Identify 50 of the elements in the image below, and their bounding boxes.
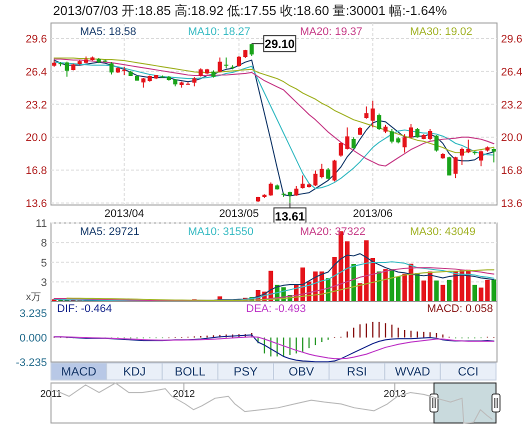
x-tick-label: 2013 <box>384 389 406 400</box>
text: MA5: 29721 <box>80 226 140 238</box>
x-tick-label: 2011 <box>40 389 62 400</box>
x-tick-label: 2013/04 <box>104 208 144 220</box>
y-tick-label: 0.000 <box>19 332 47 345</box>
text: CCI <box>458 364 479 378</box>
text: DEA: -0.493 <box>246 303 306 315</box>
annotation: 29.10 <box>264 37 296 52</box>
text: MA10: 31550 <box>188 226 254 238</box>
y-tick-label: 23.2 <box>26 99 47 112</box>
y-tick-label: 26.4 <box>26 66 47 78</box>
series-label: DIF: -0.464 <box>57 303 112 315</box>
text: MA30: 19.02 <box>410 26 472 38</box>
y-tick-label: 13.6 <box>26 198 47 210</box>
y-axis-title: x万 <box>26 292 41 303</box>
x-tick-label: 2013/05 <box>219 208 259 220</box>
text: MACD <box>61 364 97 378</box>
y-tick-label: 5 <box>40 257 47 270</box>
y2-tick-label: 13.6 <box>501 198 522 210</box>
x-tick-label: 2012 <box>172 389 196 400</box>
chart-title: 2013/07/03 开:18.85 高:18.92 低:17.55 收:18.60 量:30001 幅:-1.64% <box>53 3 448 18</box>
y-tick-label: -3.235 <box>16 357 47 369</box>
annotation: 13.61 <box>274 209 306 224</box>
text: WVAD <box>395 364 430 378</box>
y2-tick-label: 16.8 <box>501 165 522 178</box>
annotation-callout: 13.61 <box>273 202 306 224</box>
text: MA10: 18.27 <box>188 26 250 38</box>
text: OBV <box>288 364 314 378</box>
x-tick-label: 2013/06 <box>352 208 393 220</box>
y-tick-label: 29.6 <box>26 34 47 46</box>
y2-tick-label: 20.0 <box>501 132 522 144</box>
text: RSI <box>346 364 367 378</box>
text: BOLL <box>174 364 206 378</box>
y-tick-label: 3 <box>40 276 47 289</box>
text: MA20: 19.37 <box>300 26 362 38</box>
y2-tick-label: 23.2 <box>501 99 522 112</box>
y-tick-label: 16.8 <box>26 165 47 178</box>
text: MA5: 18.58 <box>80 26 136 38</box>
y-tick-label: 8 <box>40 238 47 250</box>
y2-tick-label: 26.4 <box>501 66 522 78</box>
y-tick-label: 20.0 <box>26 132 47 144</box>
text: PSY <box>234 364 258 378</box>
y2-tick-label: 29.6 <box>501 34 522 46</box>
text: MA30: 43049 <box>410 226 476 238</box>
text: KDJ <box>123 364 146 378</box>
y-tick-label: 3.235 <box>19 308 47 320</box>
y-tick-label: 11 <box>36 218 47 230</box>
annotation-callout: 29.10 <box>251 35 296 52</box>
text: MA20: 37322 <box>300 226 366 238</box>
series-label: MACD: 0.058 <box>426 303 493 315</box>
